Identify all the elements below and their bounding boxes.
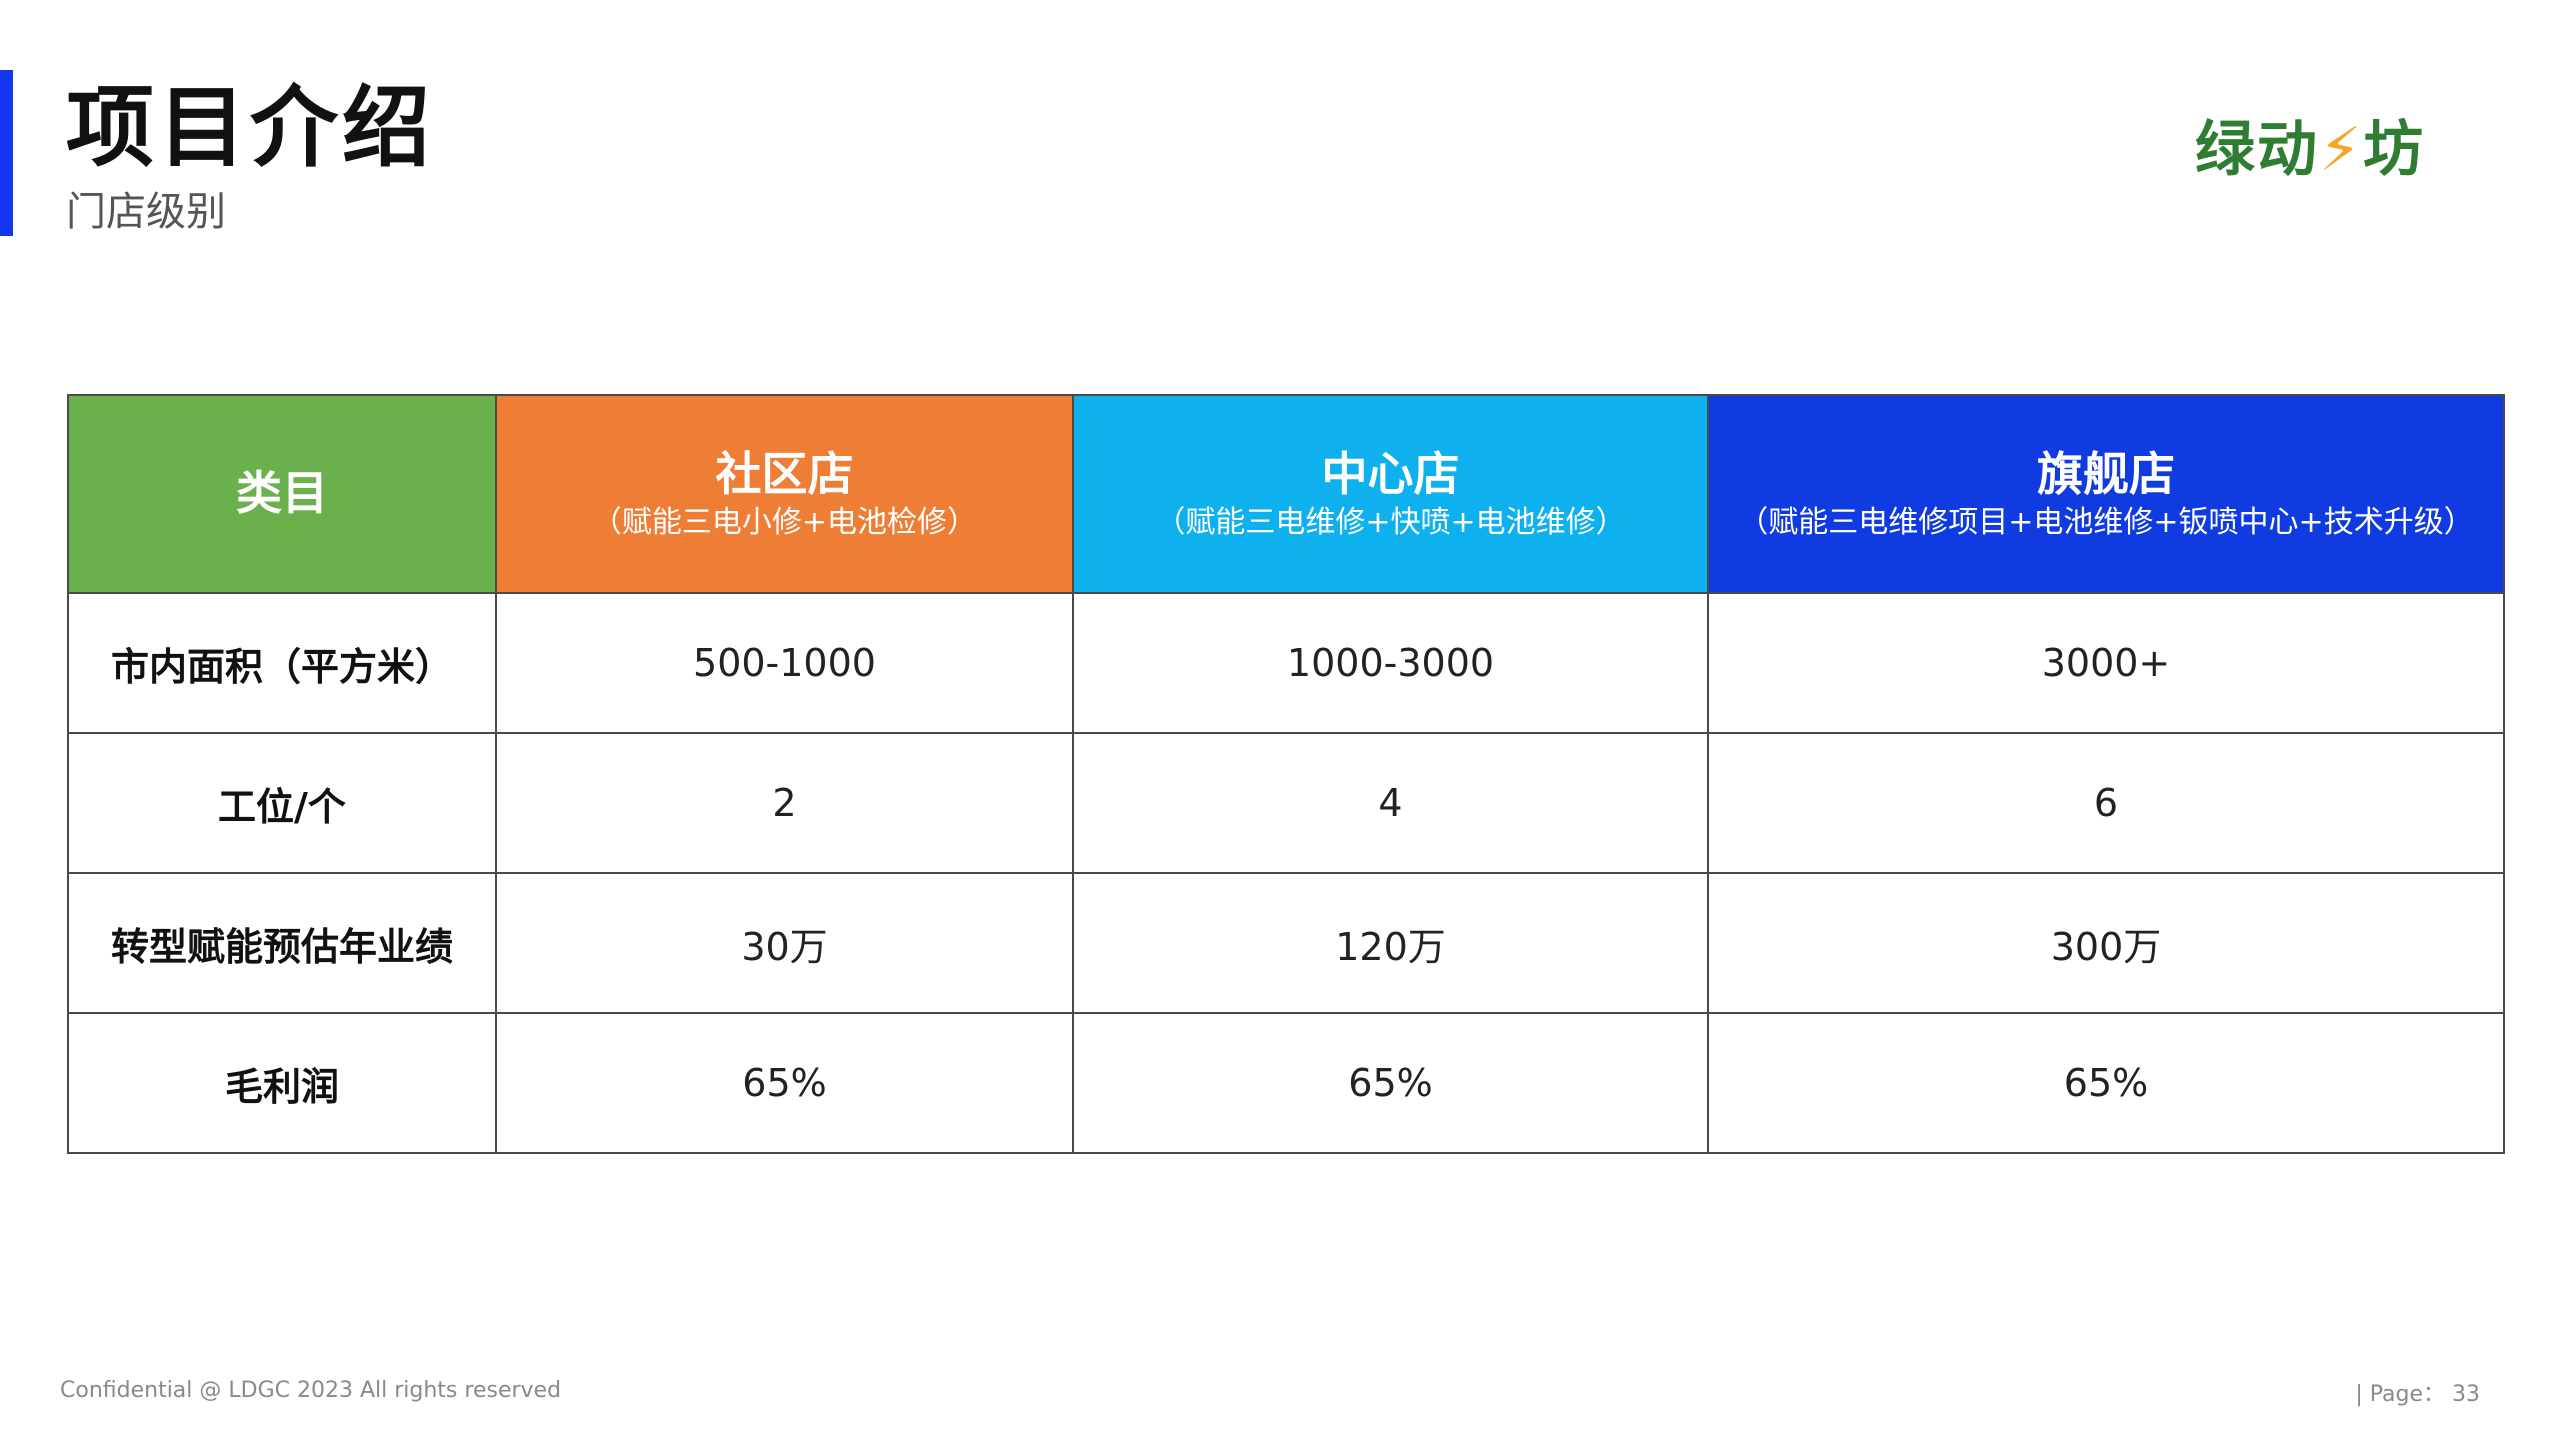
table-cell: 500-1000 xyxy=(495,592,1074,734)
page-indicator: | Page： 33 xyxy=(2355,1376,2480,1408)
table-header-row: 类目 社区店 （赋能三电小修+电池检修） 中心店 （赋能三电维修+快喷+电池维修… xyxy=(67,394,2505,594)
table-row: 市内面积（平方米） 500-1000 1000-3000 3000+ xyxy=(67,592,2505,734)
table-row: 工位/个 2 4 6 xyxy=(67,732,2505,874)
header-store-name: 旗舰店 xyxy=(2037,446,2175,501)
table-cell: 4 xyxy=(1072,732,1709,874)
confidential-notice: Confidential @ LDGC 2023 All rights rese… xyxy=(60,1378,562,1403)
table-cell: 65% xyxy=(1707,1012,2505,1154)
header-category-label: 类目 xyxy=(236,466,328,521)
table-cell: 2 xyxy=(495,732,1074,874)
table-cell: 120万 xyxy=(1072,872,1709,1014)
table-cell: 30万 xyxy=(495,872,1074,1014)
logo-text-part-2: 坊 xyxy=(2363,115,2426,185)
table-cell: 6 xyxy=(1707,732,2505,874)
row-label: 转型赋能预估年业绩 xyxy=(67,872,497,1014)
header-store-name: 社区店 xyxy=(715,446,854,501)
table-cell: 65% xyxy=(495,1012,1074,1154)
page-title: 项目介绍 xyxy=(66,76,435,179)
table-cell: 65% xyxy=(1072,1012,1709,1154)
row-label: 毛利润 xyxy=(67,1012,497,1154)
page-label: | Page： xyxy=(2355,1382,2445,1407)
page-subtitle: 门店级别 xyxy=(66,189,226,235)
header-community-store: 社区店 （赋能三电小修+电池检修） xyxy=(495,394,1074,594)
table-row: 转型赋能预估年业绩 30万 120万 300万 xyxy=(67,872,2505,1014)
logo-text-part-1: 绿动 xyxy=(2195,115,2319,185)
header-flagship-store: 旗舰店 （赋能三电维修项目+电池维修+钣喷中心+技术升级） xyxy=(1707,394,2505,594)
brand-logo: 绿动⚡坊 xyxy=(2195,120,2425,180)
row-label: 市内面积（平方米） xyxy=(67,592,497,734)
header-center-store: 中心店 （赋能三电维修+快喷+电池维修） xyxy=(1072,394,1709,594)
header-store-desc: （赋能三电维修+快喷+电池维修） xyxy=(1155,505,1626,541)
row-label: 工位/个 xyxy=(67,732,497,874)
table-cell: 1000-3000 xyxy=(1072,592,1709,734)
header-category: 类目 xyxy=(67,394,497,594)
table-cell: 300万 xyxy=(1707,872,2505,1014)
accent-bar xyxy=(0,70,13,236)
table-row: 毛利润 65% 65% 65% xyxy=(67,1012,2505,1154)
header-store-desc: （赋能三电维修项目+电池维修+钣喷中心+技术升级） xyxy=(1738,505,2474,541)
page-number: 33 xyxy=(2452,1382,2480,1407)
store-level-table: 类目 社区店 （赋能三电小修+电池检修） 中心店 （赋能三电维修+快喷+电池维修… xyxy=(67,394,2505,1154)
table-cell: 3000+ xyxy=(1707,592,2505,734)
header-store-name: 中心店 xyxy=(1321,446,1460,501)
header-store-desc: （赋能三电小修+电池检修） xyxy=(591,505,978,541)
lightning-bolt-icon: ⚡ xyxy=(2319,115,2364,185)
